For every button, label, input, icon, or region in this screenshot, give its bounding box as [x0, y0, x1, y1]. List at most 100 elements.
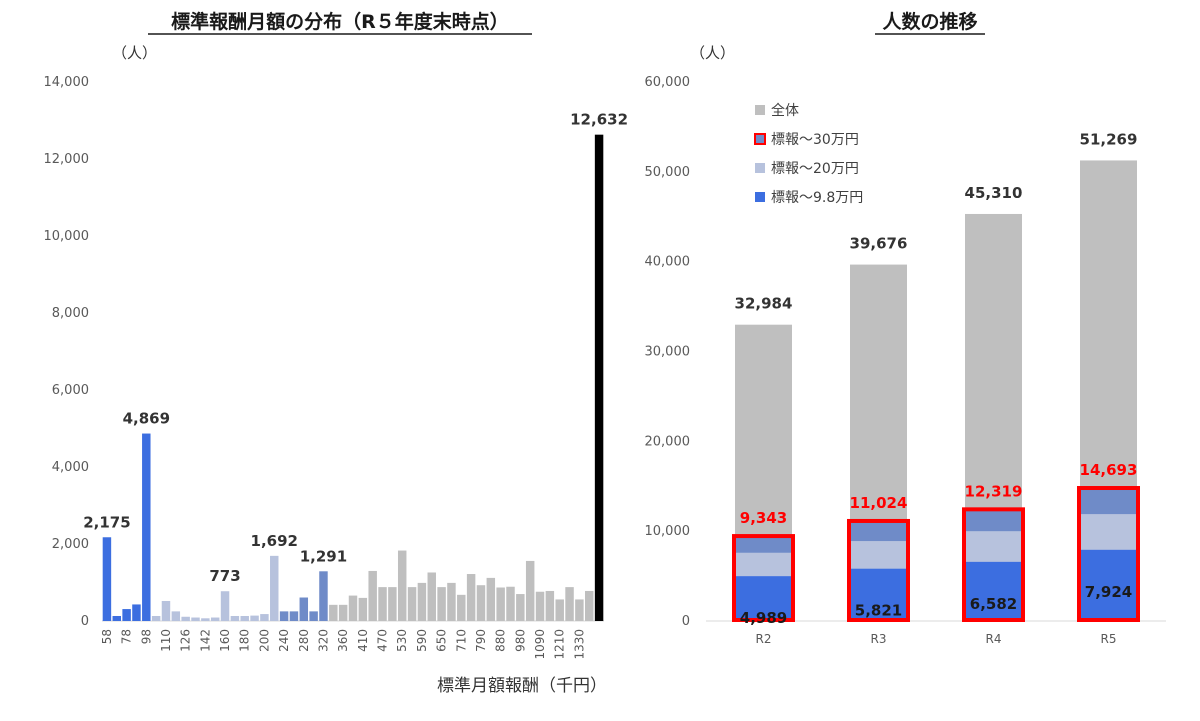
left-bar — [171, 611, 181, 621]
left-chart-plot: 0 2,000 4,000 6,000 8,000 10,000 12,000 14,000 2… — [44, 75, 629, 660]
right-x-tick-label: R4 — [986, 632, 1002, 646]
left-y-tick-label: 6,000 — [52, 383, 89, 398]
left-x-tick-label: 470 — [376, 629, 390, 652]
left-bar-data-label: 4,869 — [123, 410, 170, 428]
left-bar — [575, 599, 584, 621]
left-bar — [594, 134, 604, 621]
left-x-tick-label: 790 — [474, 629, 488, 652]
right-y-tick-label: 0 — [682, 614, 690, 629]
left-x-tick-label: 880 — [494, 629, 508, 652]
right-chart-plot: 0 10,000 20,000 30,000 40,000 50,000 60,000 32,… — [645, 75, 1166, 646]
right-chart-title: 人数の推移 — [882, 10, 977, 33]
left-x-tick-label: 410 — [356, 629, 370, 652]
left-x-tick-label: 180 — [238, 629, 252, 652]
left-y-tick-label: 2,000 — [52, 537, 89, 552]
left-x-tick-label: 1330 — [572, 629, 586, 660]
left-y-tick-label: 4,000 — [52, 460, 89, 475]
left-bar — [407, 587, 417, 621]
left-x-tick-label: 360 — [336, 629, 350, 652]
left-x-tick-label: 530 — [395, 629, 409, 652]
left-x-tick-label: 590 — [415, 629, 429, 652]
left-bar — [289, 611, 299, 621]
left-x-tick-label: 650 — [435, 629, 449, 652]
right-bar-segment — [1080, 549, 1137, 621]
left-bar — [309, 611, 318, 621]
right-y-tick-label: 50,000 — [645, 165, 691, 180]
left-bar — [329, 604, 338, 621]
left-x-tick-label: 126 — [179, 629, 193, 652]
le30-data-label: 14,693 — [1080, 461, 1138, 479]
left-bar — [210, 617, 220, 621]
left-bar — [151, 615, 161, 621]
left-y-tick-label: 8,000 — [52, 306, 89, 321]
legend-label: 標報～20万円 — [771, 161, 859, 177]
left-bar — [112, 615, 121, 621]
left-bar — [457, 594, 466, 621]
left-bar-data-label: 2,175 — [83, 513, 130, 531]
right-bar-segment — [735, 576, 792, 621]
le30-data-label: 12,319 — [965, 482, 1023, 500]
legend-swatch — [755, 163, 765, 173]
le30-data-label: 11,024 — [850, 494, 908, 512]
legend-swatch — [754, 133, 766, 145]
left-bar — [270, 555, 279, 621]
left-bar — [201, 618, 210, 621]
left-bar — [142, 433, 151, 621]
left-bar — [447, 582, 456, 621]
left-x-tick-label: 200 — [257, 629, 271, 652]
le98-data-label: 7,924 — [1085, 583, 1132, 601]
left-bar — [535, 591, 545, 621]
left-x-tick-label: 110 — [159, 629, 173, 652]
right-y-tick-label: 20,000 — [645, 434, 691, 449]
le98-data-label: 6,582 — [970, 595, 1017, 613]
highlight-box — [847, 518, 910, 622]
left-bar — [525, 560, 535, 621]
right-unit-label: （人） — [690, 44, 735, 62]
right-y-tick-label: 10,000 — [645, 524, 691, 539]
total-data-label: 39,676 — [850, 235, 908, 253]
right-y-tick-label: 30,000 — [645, 345, 691, 360]
total-data-label: 32,984 — [735, 295, 793, 313]
left-bar — [476, 585, 486, 621]
left-x-tick-label: 980 — [513, 629, 527, 652]
right-y-tick-label: 40,000 — [645, 255, 691, 270]
left-bar — [338, 604, 348, 621]
left-bar — [122, 609, 131, 621]
left-bar — [565, 587, 574, 621]
left-bar — [348, 595, 358, 621]
highlight-box — [962, 507, 1025, 622]
left-bar — [191, 617, 200, 621]
left-x-tick-label: 142 — [198, 629, 212, 652]
left-bar — [437, 587, 446, 621]
left-bar — [161, 600, 171, 621]
left-bar — [486, 577, 496, 621]
le98-data-label: 5,821 — [855, 602, 902, 620]
left-bar — [545, 590, 555, 621]
left-x-tick-label: 1090 — [533, 629, 547, 660]
left-x-tick-label: 98 — [139, 629, 153, 644]
legend-label: 全体 — [771, 102, 799, 119]
left-unit-label: （人） — [112, 44, 157, 62]
left-bar — [368, 570, 377, 621]
left-bar-data-label: 1,692 — [251, 532, 298, 550]
left-bar — [555, 599, 564, 621]
left-bar — [260, 614, 269, 621]
left-bar — [230, 615, 240, 621]
left-bar — [279, 611, 289, 621]
left-bar-data-label: 12,632 — [570, 111, 628, 129]
le30-data-label: 9,343 — [740, 509, 787, 527]
left-x-tick-label: 58 — [100, 629, 114, 644]
legend-label: 標報～30万円 — [771, 132, 859, 148]
left-x-tick-label: 1210 — [553, 629, 567, 660]
highlight-box — [1077, 486, 1140, 622]
highlight-box — [732, 534, 795, 623]
right-x-tick-label: R3 — [871, 632, 887, 646]
left-x-tick-label: 78 — [120, 629, 134, 644]
left-bar — [378, 587, 387, 621]
left-x-axis-title: 標準月額報酬（千円） — [437, 676, 607, 696]
right-y-tick-label: 60,000 — [645, 75, 691, 90]
left-bar — [250, 615, 259, 621]
left-bar — [319, 571, 328, 621]
